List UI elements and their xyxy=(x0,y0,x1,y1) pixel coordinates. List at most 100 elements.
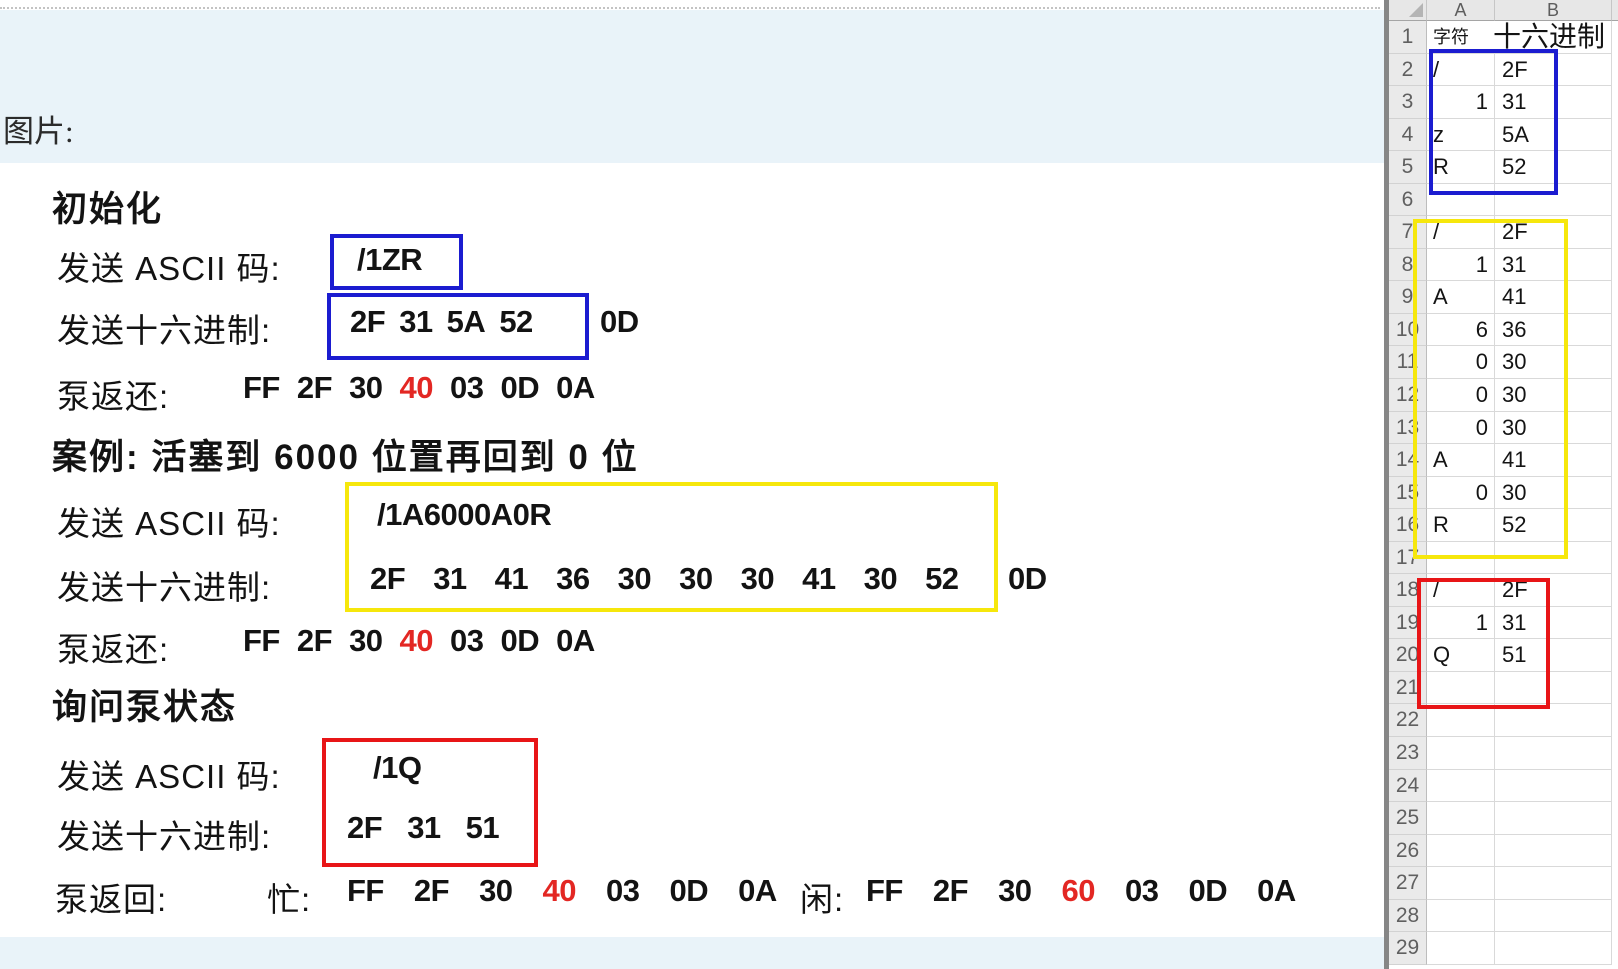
cell-A5[interactable]: R xyxy=(1427,151,1495,184)
hex-token: 41 xyxy=(802,561,836,596)
row-header-6[interactable]: 6 xyxy=(1389,183,1427,217)
select-all-corner[interactable] xyxy=(1389,0,1427,21)
row-header-11[interactable]: 11 xyxy=(1389,346,1427,380)
cell-A19[interactable]: 1 xyxy=(1427,606,1495,640)
cell-A1[interactable]: 字符 xyxy=(1427,21,1495,54)
cell-B29[interactable] xyxy=(1495,932,1612,965)
row-header-23[interactable]: 23 xyxy=(1389,737,1427,770)
hex-token: 51 xyxy=(465,810,500,845)
cell-B13[interactable]: 30 xyxy=(1495,411,1612,445)
hex-token: 30 xyxy=(479,873,513,908)
row-header-25[interactable]: 25 xyxy=(1389,802,1427,835)
cell-B16[interactable]: 52 xyxy=(1495,509,1612,542)
row-header-2[interactable]: 2 xyxy=(1389,53,1427,87)
doc-label: 发送十六进制: xyxy=(57,818,272,855)
row-header-9[interactable]: 9 xyxy=(1389,281,1427,314)
row-header-24[interactable]: 24 xyxy=(1389,769,1427,803)
row-header-8[interactable]: 8 xyxy=(1389,248,1427,282)
row-header-4[interactable]: 4 xyxy=(1389,118,1427,152)
cell-B6[interactable] xyxy=(1495,183,1612,217)
cell-A12[interactable]: 0 xyxy=(1427,379,1495,412)
cell-A9[interactable]: A xyxy=(1427,281,1495,314)
cell-B11[interactable]: 30 xyxy=(1495,346,1612,380)
cell-B26[interactable] xyxy=(1495,834,1612,868)
cell-A8[interactable]: 1 xyxy=(1427,248,1495,282)
cell-A15[interactable]: 0 xyxy=(1427,476,1495,510)
row-header-5[interactable]: 5 xyxy=(1389,151,1427,184)
cell-B10[interactable]: 36 xyxy=(1495,313,1612,347)
cell-B2[interactable]: 2F xyxy=(1495,53,1612,87)
cell-A22[interactable] xyxy=(1427,704,1495,738)
column-header-b[interactable]: B xyxy=(1495,0,1612,21)
spreadsheet-rows: 1 字符 十六进制 2/2F 3 1 31 4 z 5A 5 R 52 6 7/2F 8 1 31 9 A 41 10 6 3… xyxy=(1389,21,1618,965)
cell-A11[interactable]: 0 xyxy=(1427,346,1495,380)
cell-B23[interactable] xyxy=(1495,737,1612,770)
cell-B22[interactable] xyxy=(1495,704,1612,738)
cell-A6[interactable] xyxy=(1427,183,1495,217)
cell-B25[interactable] xyxy=(1495,802,1612,835)
row-header-3[interactable]: 3 xyxy=(1389,86,1427,119)
cell-A27[interactable] xyxy=(1427,867,1495,900)
row-header-14[interactable]: 14 xyxy=(1389,444,1427,477)
cell-B5[interactable]: 52 xyxy=(1495,151,1612,184)
hex-token: 30 xyxy=(863,561,898,596)
hex-token-group: FF 2F 30 40 03 0D 0A xyxy=(347,873,777,909)
cell-A25[interactable] xyxy=(1427,802,1495,835)
cell-A16[interactable]: R xyxy=(1427,509,1495,542)
cell-B24[interactable] xyxy=(1495,769,1612,803)
cell-A24[interactable] xyxy=(1427,769,1495,803)
cell-A4[interactable]: z xyxy=(1427,118,1495,152)
hex-token: 03 xyxy=(450,370,484,405)
cell-B19[interactable]: 31 xyxy=(1495,606,1612,640)
column-header-a[interactable]: A xyxy=(1427,0,1495,21)
row-header-28[interactable]: 28 xyxy=(1389,899,1427,933)
cell-A13[interactable]: 0 xyxy=(1427,411,1495,445)
cell-B4[interactable]: 5A xyxy=(1495,118,1612,152)
cell-A3[interactable]: 1 xyxy=(1427,86,1495,119)
row-header-17[interactable]: 17 xyxy=(1389,541,1427,575)
hex-token: 0A xyxy=(556,623,595,658)
cell-A26[interactable] xyxy=(1427,834,1495,868)
row-header-22[interactable]: 22 xyxy=(1389,704,1427,738)
cell-B1[interactable]: 十六进制 xyxy=(1493,21,1612,54)
row-header-26[interactable]: 26 xyxy=(1389,834,1427,868)
cell-A21[interactable] xyxy=(1427,671,1495,705)
cell-B17[interactable] xyxy=(1495,541,1612,575)
cell-A20[interactable]: Q xyxy=(1427,639,1495,672)
sheet-row-8: 8 1 31 xyxy=(1389,248,1618,282)
hex-token: 5A xyxy=(446,304,486,339)
sheet-box-case xyxy=(1413,219,1568,559)
cell-A23[interactable] xyxy=(1427,737,1495,770)
cell-B12[interactable]: 30 xyxy=(1495,379,1612,412)
cell-B14[interactable]: 41 xyxy=(1495,444,1612,477)
cell-B21[interactable] xyxy=(1495,671,1612,705)
cell-A18[interactable]: / xyxy=(1427,574,1495,607)
row-header-13[interactable]: 13 xyxy=(1389,411,1427,445)
pane-separator[interactable] xyxy=(1384,0,1389,969)
cell-B20[interactable]: 51 xyxy=(1495,639,1612,672)
hex-token-group: FF 2F 30 60 03 0D 0A xyxy=(866,873,1296,909)
cell-A10[interactable]: 6 xyxy=(1427,313,1495,347)
cell-A7[interactable]: / xyxy=(1427,216,1495,249)
row-header-1[interactable]: 1 xyxy=(1389,21,1427,54)
hex-token: 30 xyxy=(679,561,713,596)
cell-A14[interactable]: A xyxy=(1427,444,1495,477)
hex-token: 40 xyxy=(399,370,434,405)
cell-B7[interactable]: 2F xyxy=(1495,216,1612,249)
cell-A2[interactable]: / xyxy=(1427,53,1495,87)
cell-B27[interactable] xyxy=(1495,867,1612,900)
hex-token-group: 2F 31 51 xyxy=(347,810,500,846)
hex-token: 2F xyxy=(296,370,333,405)
cell-A29[interactable] xyxy=(1427,932,1495,965)
bottom-highlight-band xyxy=(0,937,1384,969)
row-header-27[interactable]: 27 xyxy=(1389,867,1427,900)
cell-B8[interactable]: 31 xyxy=(1495,248,1612,282)
cell-B28[interactable] xyxy=(1495,899,1612,933)
cell-B15[interactable]: 30 xyxy=(1495,476,1612,510)
cell-B3[interactable]: 31 xyxy=(1495,86,1612,119)
cell-A28[interactable] xyxy=(1427,899,1495,933)
row-header-29[interactable]: 29 xyxy=(1389,932,1427,965)
hex-token: 30 xyxy=(617,561,652,596)
cell-B9[interactable]: 41 xyxy=(1495,281,1612,314)
column-header-c-sliver xyxy=(1612,0,1618,21)
